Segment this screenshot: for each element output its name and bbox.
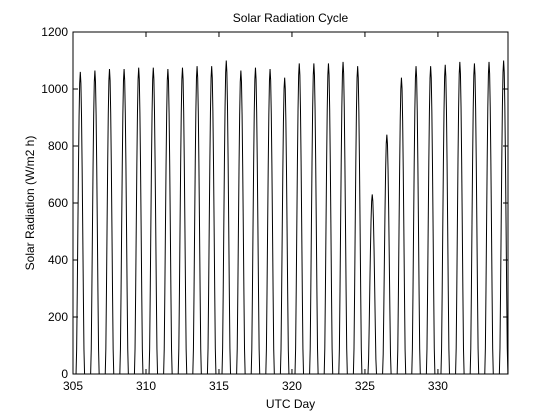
y-axis-label: Solar Radiation (W/m2 h)	[23, 136, 37, 271]
x-tick-label: 320	[282, 379, 302, 393]
chart-title: Solar Radiation Cycle	[233, 11, 349, 25]
y-tick-label: 1200	[41, 25, 68, 39]
y-tick-label: 400	[48, 253, 68, 267]
x-tick-label: 325	[355, 379, 375, 393]
y-tick-label: 1000	[41, 82, 68, 96]
x-tick-label: 330	[428, 379, 448, 393]
plot-area	[73, 60, 508, 374]
y-tick-label: 200	[48, 310, 68, 324]
x-tick-label: 315	[209, 379, 229, 393]
y-tick-label: 800	[48, 139, 68, 153]
x-axis-label: UTC Day	[266, 397, 315, 411]
x-tick-label: 310	[136, 379, 156, 393]
solar-radiation-series	[73, 60, 508, 374]
x-tick-label: 305	[63, 379, 83, 393]
y-tick-label: 600	[48, 196, 68, 210]
y-tick-label: 0	[61, 367, 68, 381]
axes: 305 310 315 320 325 330 0 200 400 600 800 1000 1200	[41, 25, 509, 393]
